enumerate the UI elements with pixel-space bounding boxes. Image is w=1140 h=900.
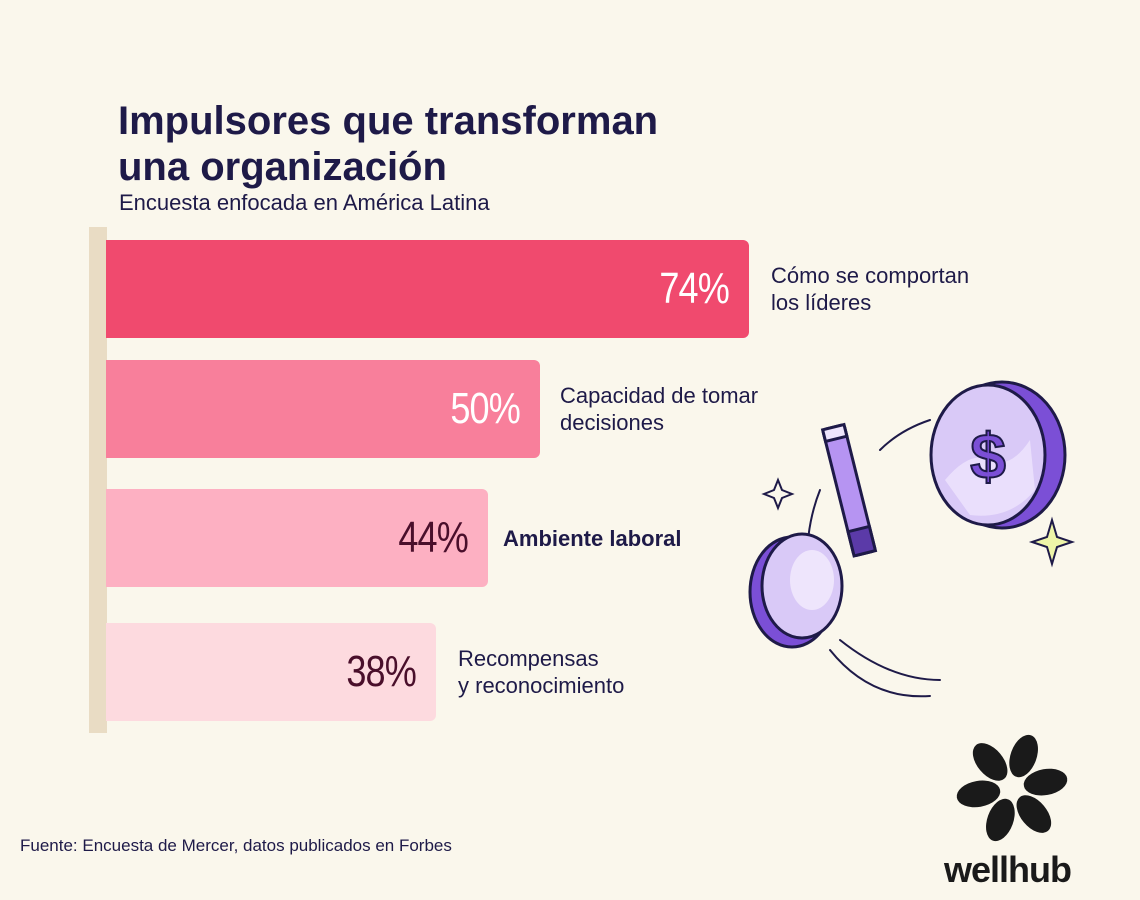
coins-illustration-icon: $: [748, 380, 1076, 698]
brand-wordmark: wellhub: [944, 849, 1072, 890]
bar-value-label: 50%: [450, 384, 521, 433]
bar-category-label: Cómo se comportan los líderes: [771, 263, 970, 315]
bar: 38%: [106, 623, 436, 721]
bar-category-label: Capacidad de tomar decisiones: [560, 383, 759, 435]
bar-category-label: Ambiente laboral: [503, 525, 682, 551]
source-note: Fuente: Encuesta de Mercer, datos public…: [20, 836, 452, 855]
svg-text:$: $: [970, 420, 1006, 492]
chart-title: Impulsores que transforman una organizac…: [118, 99, 659, 189]
bar-value-label: 38%: [346, 647, 417, 696]
chart-subtitle: Encuesta enfocada en América Latina: [119, 190, 490, 215]
wellhub-logo-icon: [956, 734, 1068, 842]
bar: 44%: [106, 489, 488, 587]
bar: 50%: [106, 360, 540, 458]
bar-value-label: 44%: [398, 513, 469, 562]
bar: 74%: [106, 240, 749, 338]
bar-value-label: 74%: [659, 264, 730, 313]
axis-strip: [89, 227, 107, 733]
bar-category-label: Recompensas y reconocimiento: [458, 646, 625, 698]
